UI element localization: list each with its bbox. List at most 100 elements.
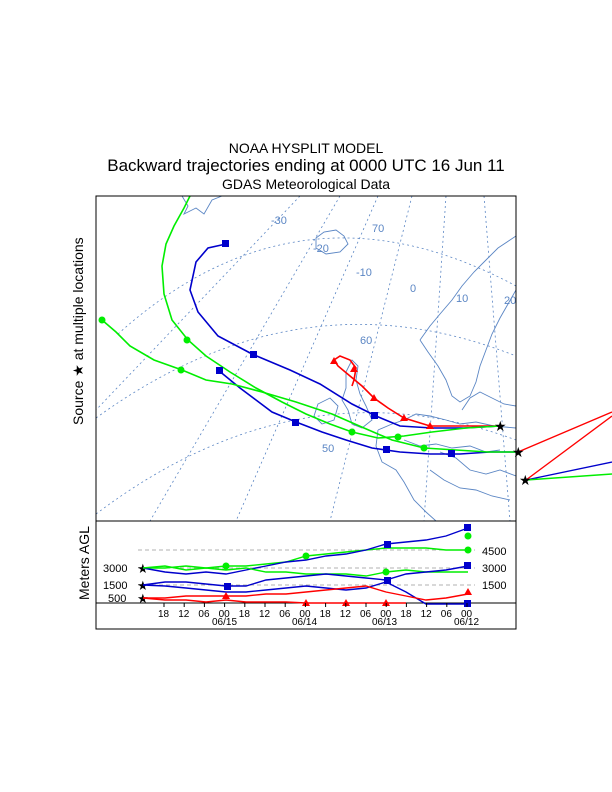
hour-tick-label: 12 <box>178 609 190 620</box>
profile-reference-lines <box>138 549 475 586</box>
date-label: 06/13 <box>372 617 397 628</box>
red-marker <box>222 592 230 599</box>
hour-tick-label: 12 <box>421 609 433 620</box>
profile-blue-high <box>142 527 469 575</box>
hour-tick-label: 00 <box>299 609 311 620</box>
green-marker <box>177 366 185 374</box>
meridian-minus20 <box>149 196 341 521</box>
meridian-10 <box>423 196 447 521</box>
date-label: 06/14 <box>292 617 317 628</box>
level-label-right: 4500 <box>482 546 506 558</box>
blue-marker <box>250 351 257 358</box>
red-marker <box>350 365 358 372</box>
hour-tick-label: 00 <box>380 609 392 620</box>
star-icon: ★ <box>137 591 149 606</box>
red-ray <box>525 415 612 481</box>
country-borders <box>403 439 511 501</box>
red-ray <box>517 411 612 453</box>
coastlines <box>181 196 516 521</box>
blue-marker <box>224 583 231 590</box>
grid-label-lon-0: 0 <box>410 283 416 295</box>
meridian-20 <box>483 196 511 521</box>
blue-marker <box>216 367 223 374</box>
trajectory-blue-1500m <box>217 369 516 455</box>
trajectory-blue-3000m <box>189 243 501 429</box>
profile-red-ground <box>142 597 406 604</box>
blue-marker <box>464 562 471 569</box>
hour-tick-label: 18 <box>239 609 251 620</box>
green-marker <box>302 552 310 560</box>
level-label-left: 3000 <box>103 563 127 575</box>
blue-markers <box>216 240 455 457</box>
profile-left-labels: 3000 1500 500 ★ ★ ★ <box>103 561 149 606</box>
hour-tick-label: 12 <box>259 609 271 620</box>
green-marker <box>420 444 428 452</box>
map-trajectories <box>101 196 516 455</box>
map-markers <box>98 240 455 457</box>
blue-ray <box>525 461 612 481</box>
hour-tick-label: 06 <box>198 609 210 620</box>
red-marker <box>382 599 390 606</box>
green-markers <box>98 316 428 452</box>
red-marker <box>342 599 350 606</box>
baltic-coast <box>461 391 516 411</box>
parallel-70 <box>117 237 516 335</box>
level-label-right: 1500 <box>482 580 506 592</box>
profile-blue-mid <box>142 565 469 587</box>
blue-marker <box>292 419 299 426</box>
blue-marker <box>371 412 378 419</box>
green-marker <box>394 433 402 441</box>
parallel-50 <box>96 412 516 515</box>
red-marker <box>426 422 434 429</box>
data-source-title: GDAS Meteorological Data <box>221 176 391 192</box>
hour-tick-labels: 18 12 06 00 18 12 06 00 18 12 06 00 18 12 06 00 <box>158 603 473 620</box>
map-panel: -30 -20 -10 0 10 20 70 60 50 <box>95 195 612 522</box>
vertical-profile-panel: 3000 1500 500 ★ ★ ★ 4500 3000 1500 <box>95 520 517 630</box>
model-title: NOAA HYSPLIT MODEL <box>228 140 384 156</box>
green-ray <box>525 473 612 481</box>
star-icon: ★ <box>137 561 149 576</box>
map-content: -30 -20 -10 0 10 20 70 60 50 <box>96 196 516 521</box>
green-marker <box>98 316 106 324</box>
off-frame-segments <box>517 411 612 481</box>
meridian-minus30 <box>96 196 301 411</box>
level-label-right: 3000 <box>482 563 506 575</box>
parallel-60 <box>96 323 516 419</box>
hour-tick-label: 12 <box>340 609 352 620</box>
ireland-coast <box>313 397 339 425</box>
profile-trajectories <box>142 527 469 605</box>
hour-tick-label: 06 <box>279 609 291 620</box>
source-stars: ★ ★ ★ <box>494 418 532 488</box>
hour-tick-label: 06 <box>441 609 453 620</box>
profile-red-low <box>143 585 469 601</box>
profile-right-labels: 4500 3000 1500 <box>482 546 506 592</box>
source-star-icon: ★ <box>512 444 525 460</box>
grid-label-lon-minus20: -20 <box>313 243 329 255</box>
graticule <box>96 196 516 521</box>
profile-blue-low <box>142 581 468 605</box>
red-marker <box>370 394 378 401</box>
grid-label-lon-minus30: -30 <box>271 215 287 227</box>
red-marker <box>464 588 472 595</box>
level-label-left: 1500 <box>103 580 127 592</box>
greenland-coast <box>181 196 223 216</box>
grid-label-lon-minus10: -10 <box>356 267 372 279</box>
hour-tick-label: 06 <box>360 609 372 620</box>
source-star-icon: ★ <box>494 418 507 434</box>
grid-label-lat-60: 60 <box>360 335 372 347</box>
level-label-left: 500 <box>108 593 126 605</box>
grid-label-lat-50: 50 <box>322 443 334 455</box>
trajectory-green-4500m <box>161 196 501 439</box>
green-marker <box>183 336 191 344</box>
date-labels: 06/15 06/14 06/13 06/12 <box>212 617 479 628</box>
blue-marker <box>448 450 455 457</box>
star-icon: ★ <box>137 578 149 593</box>
grid-label-lon-20: 20 <box>504 295 516 307</box>
blue-marker <box>383 446 390 453</box>
blue-marker <box>384 577 391 584</box>
green-marker <box>464 532 472 540</box>
source-star-icon: ★ <box>519 472 532 488</box>
grid-label-lon-10: 10 <box>456 293 468 305</box>
red-marker <box>302 599 310 606</box>
